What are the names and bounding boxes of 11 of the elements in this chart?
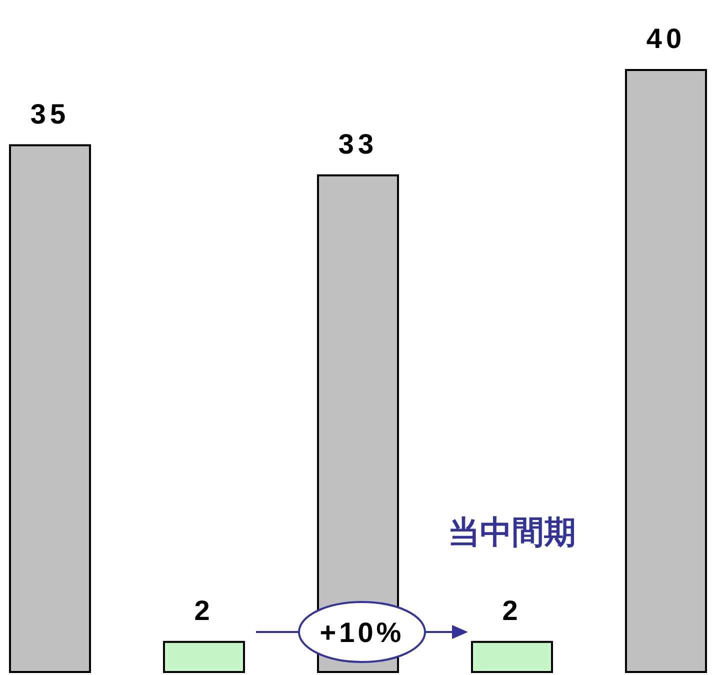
- bar: [471, 640, 553, 673]
- data-label: 2: [194, 594, 214, 626]
- annotation: 当中間期: [448, 513, 576, 551]
- data-label: 40: [646, 23, 686, 54]
- data-label: 2: [502, 594, 522, 626]
- bar: [163, 640, 245, 673]
- bar: [625, 69, 707, 673]
- bar: [9, 144, 91, 673]
- annotation: +10%: [320, 617, 404, 648]
- data-label: 33: [338, 128, 378, 160]
- data-label: 35: [30, 98, 70, 130]
